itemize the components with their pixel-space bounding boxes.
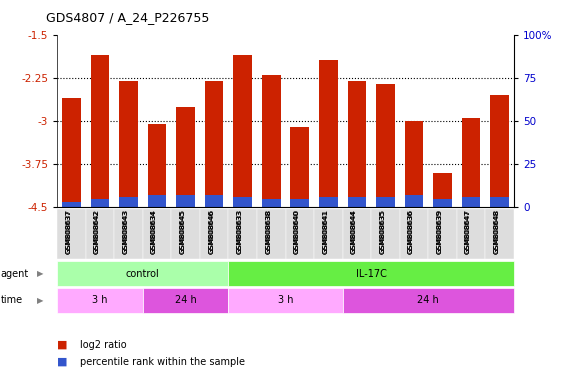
- Bar: [205, 195, 223, 207]
- Bar: [462, 118, 480, 207]
- Text: GSM808648: GSM808648: [493, 209, 500, 253]
- Text: GSM808636: GSM808636: [408, 209, 414, 253]
- Text: GSM808645: GSM808645: [179, 209, 186, 253]
- Bar: [234, 197, 252, 207]
- Text: GSM808633: GSM808633: [236, 209, 243, 253]
- Bar: [91, 55, 109, 207]
- Text: GSM808642: GSM808642: [94, 209, 100, 253]
- Bar: [119, 81, 138, 207]
- Text: GSM808647: GSM808647: [465, 209, 471, 253]
- Text: GSM808638: GSM808638: [265, 209, 271, 253]
- Bar: [319, 197, 337, 207]
- Text: GSM808634: GSM808634: [151, 209, 157, 253]
- Bar: [348, 197, 366, 207]
- Bar: [433, 173, 452, 207]
- Text: GSM808646: GSM808646: [208, 209, 214, 253]
- Text: GSM808634: GSM808634: [151, 209, 157, 253]
- Bar: [176, 195, 195, 207]
- Bar: [176, 107, 195, 207]
- Bar: [433, 199, 452, 207]
- Text: GSM808633: GSM808633: [236, 209, 243, 253]
- Text: GSM808646: GSM808646: [208, 209, 214, 253]
- Text: percentile rank within the sample: percentile rank within the sample: [80, 357, 245, 367]
- Bar: [91, 199, 109, 207]
- Text: GSM808634: GSM808634: [151, 209, 157, 253]
- Bar: [119, 197, 138, 207]
- Text: GSM808637: GSM808637: [65, 209, 71, 253]
- Text: GSM808642: GSM808642: [94, 209, 100, 253]
- Bar: [262, 75, 280, 207]
- Bar: [148, 124, 166, 207]
- Text: agent: agent: [1, 268, 29, 279]
- Text: GSM808638: GSM808638: [265, 209, 271, 253]
- Bar: [291, 127, 309, 207]
- Text: GSM808641: GSM808641: [322, 209, 328, 253]
- Bar: [291, 199, 309, 207]
- Text: ▶: ▶: [37, 296, 43, 305]
- Bar: [405, 195, 423, 207]
- Text: GSM808638: GSM808638: [265, 209, 271, 253]
- Text: time: time: [1, 295, 23, 306]
- Bar: [148, 195, 166, 207]
- Bar: [205, 81, 223, 207]
- Bar: [490, 197, 509, 207]
- Text: GSM808644: GSM808644: [351, 209, 357, 253]
- Text: 3 h: 3 h: [278, 295, 293, 306]
- Text: GSM808643: GSM808643: [122, 209, 128, 253]
- Bar: [62, 98, 81, 207]
- Bar: [376, 197, 395, 207]
- Text: ■: ■: [57, 357, 67, 367]
- Text: GSM808647: GSM808647: [465, 209, 471, 253]
- Text: GSM808645: GSM808645: [179, 209, 186, 253]
- Text: GSM808648: GSM808648: [493, 209, 500, 253]
- Text: GSM808635: GSM808635: [379, 209, 385, 253]
- Text: GSM808639: GSM808639: [436, 209, 443, 253]
- Text: GSM808640: GSM808640: [293, 209, 300, 253]
- Text: control: control: [126, 268, 160, 279]
- Text: GDS4807 / A_24_P226755: GDS4807 / A_24_P226755: [46, 12, 209, 25]
- Text: 24 h: 24 h: [417, 295, 439, 306]
- Bar: [405, 121, 423, 207]
- Text: GSM808648: GSM808648: [493, 209, 500, 253]
- Text: GSM808640: GSM808640: [293, 209, 300, 253]
- Text: GSM808635: GSM808635: [379, 209, 385, 253]
- Text: GSM808637: GSM808637: [65, 209, 71, 253]
- Text: GSM808643: GSM808643: [122, 209, 128, 253]
- Text: log2 ratio: log2 ratio: [80, 340, 127, 350]
- Text: GSM808644: GSM808644: [351, 209, 357, 253]
- Text: GSM808636: GSM808636: [408, 209, 414, 253]
- Text: GSM808639: GSM808639: [436, 209, 443, 253]
- Bar: [490, 95, 509, 207]
- Text: GSM808647: GSM808647: [465, 209, 471, 253]
- Text: GSM808646: GSM808646: [208, 209, 214, 253]
- Text: GSM808636: GSM808636: [408, 209, 414, 253]
- Bar: [462, 197, 480, 207]
- Text: ▶: ▶: [37, 269, 43, 278]
- Text: 24 h: 24 h: [175, 295, 196, 306]
- Text: 3 h: 3 h: [92, 295, 108, 306]
- Text: GSM808635: GSM808635: [379, 209, 385, 253]
- Bar: [319, 61, 337, 207]
- Bar: [62, 202, 81, 207]
- Text: GSM808640: GSM808640: [293, 209, 300, 253]
- Text: GSM808642: GSM808642: [94, 209, 100, 253]
- Text: GSM808641: GSM808641: [322, 209, 328, 253]
- Text: GSM808633: GSM808633: [236, 209, 243, 253]
- Text: GSM808641: GSM808641: [322, 209, 328, 253]
- Bar: [348, 81, 366, 207]
- Text: GSM808637: GSM808637: [65, 209, 71, 253]
- Text: GSM808644: GSM808644: [351, 209, 357, 253]
- Bar: [376, 84, 395, 207]
- Text: GSM808645: GSM808645: [179, 209, 186, 253]
- Bar: [262, 199, 280, 207]
- Text: ■: ■: [57, 340, 67, 350]
- Text: GSM808639: GSM808639: [436, 209, 443, 253]
- Text: IL-17C: IL-17C: [356, 268, 387, 279]
- Text: GSM808643: GSM808643: [122, 209, 128, 253]
- Bar: [234, 55, 252, 207]
